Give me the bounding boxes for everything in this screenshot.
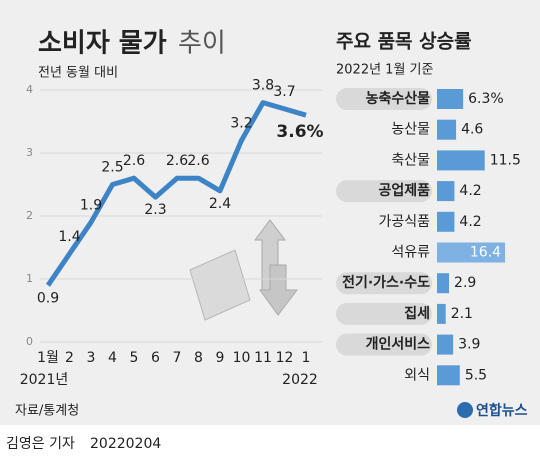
category-label: 농산물 [391,122,430,138]
bar [437,273,450,294]
category-header: 공업제품 [378,183,430,199]
value-label: 3.2 [230,115,252,131]
date: 20220204 [90,436,161,452]
value-label: 2.3 [144,202,166,218]
value-label: 2.6 [123,153,145,169]
x-tick-label: 6 [151,350,160,366]
category-label: 외식 [404,367,430,383]
x-tick-label: 12 [276,350,294,366]
bar [437,242,506,263]
bar [437,119,457,140]
category-label: 축산물 [391,152,430,168]
bar [437,334,454,355]
bar [437,303,446,324]
bar [437,89,464,109]
value-label: 0.9 [37,290,59,306]
value-label: 5.5 [465,367,487,383]
x-tick-label: 8 [194,350,203,366]
value-label: 3.7 [273,84,295,100]
x-tick-label: 11 [254,350,272,366]
x-tick-label: 9 [216,350,225,366]
line-title: 소비자 물가 [38,29,167,59]
bar [437,181,455,202]
bar [437,150,485,171]
bar-subtitle: 2022년 1월 기준 [336,63,433,78]
value-label: 1.9 [80,197,102,213]
category-header: 집세 [404,305,430,322]
value-label: 2.4 [209,196,231,212]
value-label: 2.9 [454,275,476,291]
value-label: 11.5 [490,152,521,168]
y-tick-label: 4 [26,83,33,96]
y-tick-label: 1 [26,272,33,285]
x-tick-label: 4 [108,350,117,366]
value-label: 4.6 [461,122,483,138]
x-tick-label: 5 [130,350,139,366]
footer-band [0,425,540,461]
byline: 김영은 기자 [6,436,75,452]
logo-icon [457,402,473,418]
y-tick-label: 2 [26,209,33,222]
period-label: 2021년 [20,372,69,388]
group-header-bg [336,88,432,110]
category-header: 농축수산물 [366,90,431,107]
logo: 연합뉴스 [476,402,528,419]
bar-title: 주요 품목 상승률 [336,31,472,53]
value-label: 16.4 [470,245,501,261]
x-tick-label: 1 [302,350,311,366]
x-tick-label: 1월 [37,350,59,366]
line-title-suffix: 추이 [178,29,226,59]
value-label-highlight: 3.6% [276,122,323,142]
y-tick-label: 0 [26,335,33,348]
value-label: 2.1 [451,306,473,322]
bar [437,365,460,386]
value-label: 2.6 [166,153,188,169]
group-header-bg [336,272,432,295]
value-label: 3.8 [252,78,274,94]
value-label: 2.5 [101,160,123,176]
x-tick-label: 3 [87,350,96,366]
group-header-bg [336,333,432,356]
x-tick-label: 7 [173,350,182,366]
source: 자료/통계청 [15,404,79,419]
y-tick-label: 3 [26,146,33,159]
bar [437,211,455,232]
category-header: 전기·가스·수도 [342,274,430,291]
period-label: 2022 [282,372,318,388]
group-header-bg [336,180,432,203]
category-label: 가공식품 [378,214,430,230]
line [45,100,307,287]
won-icon [189,219,299,321]
value-label: 6.3% [468,91,504,107]
line-subtitle: 전년 동월 대비 [38,66,118,81]
value-label: 2.6 [187,153,209,169]
group-header-bg [336,302,432,325]
x-tick-label: 10 [233,350,251,366]
value-label: 1.4 [58,229,80,245]
category-label: 석유류 [391,245,430,261]
value-label: 4.2 [459,214,481,230]
x-tick-label: 2 [65,350,74,366]
value-label: 3.9 [458,337,480,353]
category-header: 개인서비스 [366,336,431,353]
value-label: 4.2 [459,183,481,199]
